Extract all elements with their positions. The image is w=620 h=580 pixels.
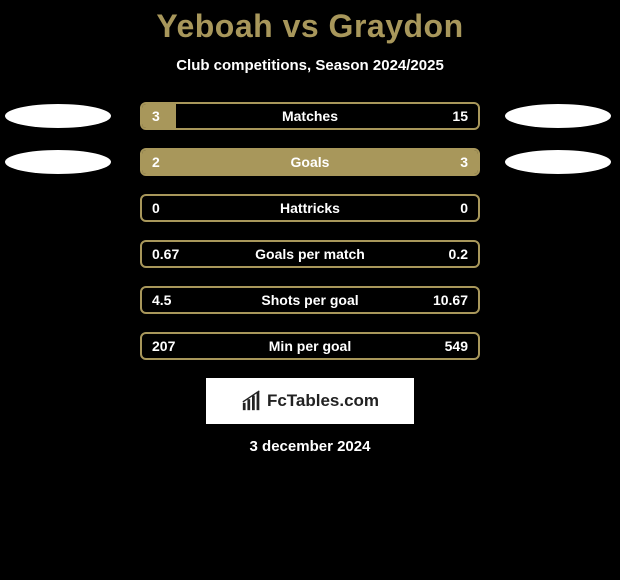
- stat-rows: 3 Matches 15 2 Goals 3 0 Hattricks 0 0.67 Goals pe…: [0, 102, 620, 360]
- stat-bar: 2 Goals 3: [140, 148, 480, 176]
- stat-row: 0.67 Goals per match 0.2: [0, 240, 620, 268]
- stat-label: Hattricks: [280, 200, 340, 216]
- comparison-card: Yeboah vs Graydon Club competitions, Sea…: [0, 0, 620, 455]
- card-date: 3 december 2024: [0, 438, 620, 455]
- card-subtitle: Club competitions, Season 2024/2025: [0, 57, 620, 74]
- card-title: Yeboah vs Graydon: [0, 8, 620, 45]
- stat-row: 3 Matches 15: [0, 102, 620, 130]
- stat-label: Goals per match: [255, 246, 365, 262]
- logo-box[interactable]: FcTables.com: [206, 378, 414, 424]
- right-ellipse: [505, 104, 611, 128]
- stat-bar: 0.67 Goals per match 0.2: [140, 240, 480, 268]
- stat-label: Matches: [282, 108, 338, 124]
- stat-row: 4.5 Shots per goal 10.67: [0, 286, 620, 314]
- stat-label: Shots per goal: [261, 292, 358, 308]
- stat-value-right: 3: [460, 154, 468, 170]
- stat-bar: 0 Hattricks 0: [140, 194, 480, 222]
- stat-value-right: 15: [452, 108, 468, 124]
- stat-value-left: 4.5: [152, 292, 171, 308]
- stat-label: Min per goal: [269, 338, 351, 354]
- left-ellipse: [5, 150, 111, 174]
- stat-value-right: 0: [460, 200, 468, 216]
- stat-value-left: 0.67: [152, 246, 179, 262]
- stat-row: 0 Hattricks 0: [0, 194, 620, 222]
- left-ellipse: [5, 104, 111, 128]
- stat-value-right: 10.67: [433, 292, 468, 308]
- stat-value-left: 0: [152, 200, 160, 216]
- stat-value-right: 549: [445, 338, 468, 354]
- stat-row: 2 Goals 3: [0, 148, 620, 176]
- stat-row: 207 Min per goal 549: [0, 332, 620, 360]
- stat-value-left: 207: [152, 338, 175, 354]
- stat-label: Goals: [291, 154, 330, 170]
- stat-value-left: 2: [152, 154, 160, 170]
- right-ellipse: [505, 150, 611, 174]
- logo-text: FcTables.com: [267, 391, 379, 411]
- stat-bar: 3 Matches 15: [140, 102, 480, 130]
- stat-bar: 4.5 Shots per goal 10.67: [140, 286, 480, 314]
- stat-bar: 207 Min per goal 549: [140, 332, 480, 360]
- bar-chart-icon: [241, 390, 263, 412]
- stat-value-right: 0.2: [449, 246, 468, 262]
- stat-value-left: 3: [152, 108, 160, 124]
